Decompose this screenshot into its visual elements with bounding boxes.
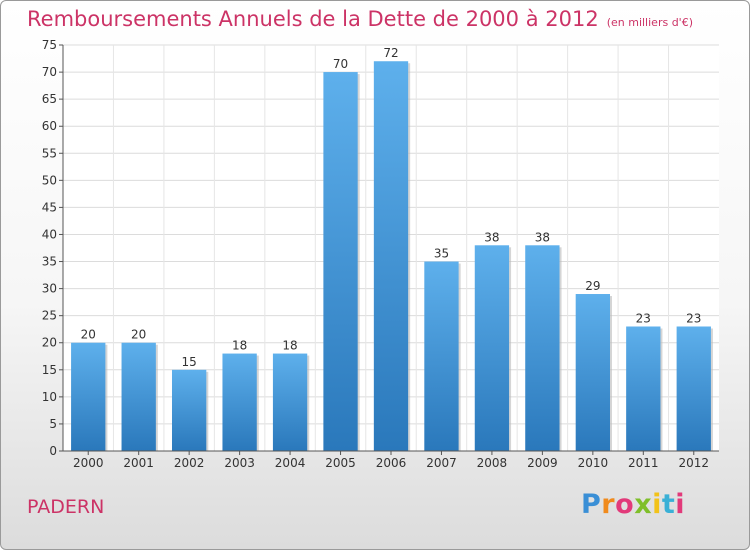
- x-tick-label: 2000: [73, 456, 104, 470]
- x-tick-label: 2001: [123, 456, 154, 470]
- bar: [676, 326, 711, 451]
- bar-layer: [71, 61, 713, 452]
- bar: [323, 72, 358, 452]
- bar: [373, 61, 409, 452]
- chart-title: Remboursements Annuels de la Dette de 20…: [27, 7, 693, 31]
- y-tick-label: 55: [42, 146, 57, 160]
- bar: [626, 326, 661, 451]
- bar-value-label: 18: [232, 339, 247, 353]
- bar-value-label: 72: [383, 46, 398, 60]
- axis-layer: 0 5 10 15 20 25 30 35 40 45 50 55 60 65 70 75 20 2000 20 20…: [42, 38, 719, 470]
- proxiti-logo: Proxiti: [581, 489, 686, 520]
- bar: [222, 353, 257, 451]
- bar-value-label: 18: [282, 339, 297, 353]
- x-tick-label: 2006: [376, 456, 407, 470]
- x-tick-label: 2002: [174, 456, 205, 470]
- bar: [474, 245, 510, 451]
- x-tick-label: 2004: [275, 456, 306, 470]
- chart-title-text: Remboursements Annuels de la Dette de 20…: [27, 7, 599, 31]
- y-tick-label: 70: [42, 65, 57, 79]
- bar: [575, 294, 611, 451]
- y-tick-label: 65: [42, 92, 57, 106]
- x-tick-label: 2007: [426, 456, 457, 470]
- x-tick-label: 2011: [628, 456, 659, 470]
- bar-value-label: 38: [484, 230, 499, 244]
- x-tick-label: 2009: [527, 456, 558, 470]
- x-tick-label: 2012: [678, 456, 709, 470]
- y-tick-label: 30: [42, 282, 57, 296]
- y-tick-label: 5: [49, 417, 57, 431]
- bar: [272, 353, 308, 451]
- bar: [424, 261, 459, 451]
- bar-value-label: 23: [636, 311, 651, 325]
- bar: [525, 245, 560, 451]
- y-tick-label: 0: [49, 444, 57, 458]
- bar-value-label: 38: [535, 230, 550, 244]
- bar: [121, 342, 156, 451]
- bar-value-label: 15: [182, 355, 197, 369]
- bar-value-label: 35: [434, 247, 449, 261]
- y-tick-label: 15: [42, 363, 57, 377]
- bar-value-label: 20: [131, 328, 146, 342]
- bar-value-label: 23: [686, 311, 701, 325]
- x-tick-label: 2005: [325, 456, 356, 470]
- y-tick-label: 50: [42, 173, 57, 187]
- commune-name: PADERN: [27, 496, 105, 518]
- x-tick-label: 2003: [224, 456, 255, 470]
- x-tick-label: 2008: [477, 456, 508, 470]
- x-tick-label: 2010: [578, 456, 609, 470]
- bar: [71, 342, 106, 451]
- y-tick-label: 60: [42, 119, 57, 133]
- y-tick-label: 45: [42, 200, 57, 214]
- y-tick-label: 20: [42, 336, 57, 350]
- bar-value-label: 29: [585, 279, 600, 293]
- bar-value-label: 20: [81, 328, 96, 342]
- y-tick-label: 10: [42, 390, 57, 404]
- bar: [171, 369, 207, 451]
- bar-value-label: 70: [333, 57, 348, 71]
- y-tick-label: 35: [42, 255, 57, 269]
- y-tick-label: 75: [42, 38, 57, 52]
- chart-subtitle: (en milliers d'€): [606, 16, 693, 29]
- y-tick-label: 25: [42, 309, 57, 323]
- y-tick-label: 40: [42, 227, 57, 241]
